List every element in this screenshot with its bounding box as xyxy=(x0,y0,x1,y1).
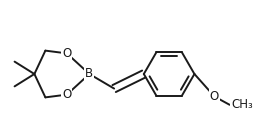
Text: O: O xyxy=(210,90,219,103)
Text: O: O xyxy=(62,47,72,60)
Text: B: B xyxy=(85,68,93,81)
Text: CH₃: CH₃ xyxy=(231,98,253,111)
Text: O: O xyxy=(62,88,72,101)
